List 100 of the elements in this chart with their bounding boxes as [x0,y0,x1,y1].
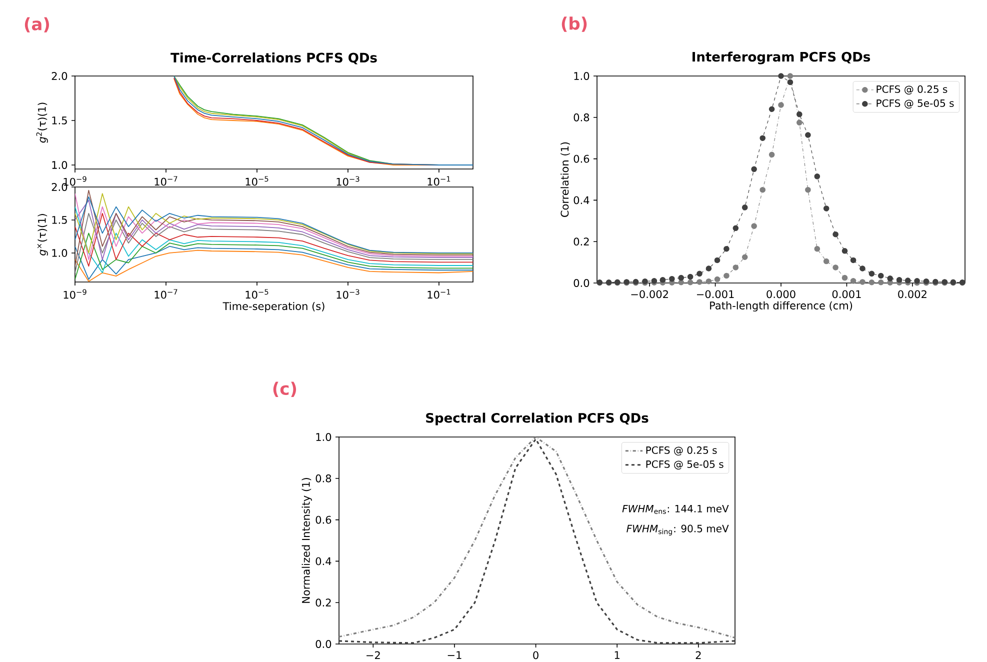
point [787,79,794,86]
point [878,279,884,286]
y-axis-title: g$^{×}$(τ)(1) [37,214,48,256]
point [687,279,694,286]
x-axis-title: Time-seperation (s) [222,302,324,312]
chart-title: Time-Correlations PCFS QDs [170,52,377,64]
point [787,73,794,79]
y-tick-label: 1.5 [52,216,67,224]
point [751,166,757,172]
text: (a) [24,17,50,32]
legend-label: PCFS @ 5e-05 s [876,99,954,109]
y-tick-label: 0.4 [574,196,590,204]
x-tick-label: 0.000 [766,290,796,298]
point [796,111,802,118]
point [896,276,902,283]
point [796,120,802,126]
y-tick-label: 1.5 [52,116,67,124]
y-axis-title: Normalized Intensity (1) [302,478,312,603]
point [714,276,720,282]
point [842,248,848,254]
point [832,231,838,238]
point [724,246,730,252]
annotation: FWHM$_{sing}$: 90.5 meV [626,524,729,536]
y-tick-label: 0.6 [574,154,590,163]
text: (c) [273,382,296,397]
point [696,279,702,285]
legend-label: PCFS @ 0.25 s [646,446,717,456]
y-tick-label: 0.0 [316,640,332,648]
point [760,186,766,193]
x-tick-label: 0 [533,651,538,660]
x-tick-label: 10$^{−5}$ [246,289,268,299]
x-tick-label: 10$^{−5}$ [246,176,268,186]
point [742,204,748,210]
y-tick-label: 1.0 [574,72,590,80]
point [860,279,866,285]
point [778,73,784,79]
legend-label: PCFS @ 5e-05 s [646,460,724,470]
point [878,272,884,279]
annotation: FWHM$_{ens}$: 144.1 meV [622,505,729,514]
y-tick-label: 1.0 [52,161,68,169]
y-tick-label: 0.6 [316,516,332,524]
y-tick-label: 1.0 [316,433,332,441]
y-tick-label: 0.8 [574,113,590,122]
point [778,102,784,108]
point [669,276,675,282]
x-tick-label: 10$^{−3}$ [336,289,360,299]
x-tick-label: 0.001 [832,290,861,298]
point [660,276,666,283]
point [805,132,811,138]
point [751,223,757,229]
point [823,258,830,264]
x-tick-label: −2 [366,651,380,659]
x-tick-label: 10$^{−7}$ [154,176,178,186]
x-tick-label: 10$^{−7}$ [154,289,178,299]
x-tick-label: 1 [614,651,620,659]
y-tick-label: 0.2 [316,598,331,607]
point [732,225,739,232]
x-tick-label: −1 [448,651,462,659]
point [887,276,893,282]
y-tick-label: 2.0 [52,72,68,80]
y-tick-label: 0.0 [574,279,590,287]
point [714,257,720,264]
y-axis-title: Correlation (1) [560,142,570,217]
point [842,274,848,281]
x-tick-label: 10$^{−1}$ [428,289,450,299]
y-axis-title: g$^{2}$(τ)(1) [36,102,48,143]
x-tick-label: 10$^{−9}$ [64,289,86,299]
text: (b) [562,16,587,32]
point [814,173,820,180]
point [687,274,694,280]
x-tick-label: 0.002 [898,290,926,298]
point [850,278,856,284]
point [706,266,712,272]
y-tick-label: 0.8 [316,474,332,482]
point [832,264,838,270]
point [768,152,775,158]
x-axis-title: Path-length difference (cm) [710,301,852,312]
point [678,274,684,281]
point [850,257,856,264]
point [814,246,820,252]
x-tick-label: 10$^{−1}$ [428,176,450,186]
point [732,264,739,270]
point [742,254,748,260]
chart-title: Interferogram PCFS QDs [692,52,870,64]
x-tick-label: −0.001 [696,290,734,298]
point [823,206,830,212]
x-tick-label: −0.002 [631,290,668,298]
point [724,272,730,279]
point [868,279,875,286]
point [860,266,866,272]
x-tick-label: 10$^{−3}$ [336,176,360,186]
y-tick-label: 1.0 [52,248,68,257]
x-tick-label: 2 [696,651,701,659]
chart-title: Spectral Correlation PCFS QDs [426,412,648,426]
y-tick-label: 0.4 [316,557,332,566]
legend-label: PCFS @ 0.25 s [876,85,948,95]
point [768,106,775,112]
point [706,278,712,284]
point [805,186,811,193]
point [760,135,766,141]
